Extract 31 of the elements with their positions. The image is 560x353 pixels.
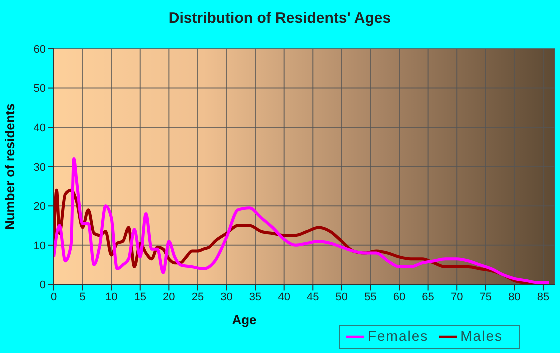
line-series <box>54 157 551 284</box>
legend-label: Females <box>368 328 429 344</box>
x-tick-label: 60 <box>393 292 406 304</box>
x-tick-label: 0 <box>50 292 58 304</box>
x-tick-label: 20 <box>163 292 176 304</box>
x-tick-label: 25 <box>192 292 204 304</box>
chart-title: Distribution of Residents' Ages <box>168 10 392 27</box>
y-tick-label: 50 <box>34 83 46 96</box>
y-tick-label: 20 <box>34 201 46 214</box>
x-tick-label: 75 <box>480 292 492 304</box>
x-tick-label: 85 <box>537 292 550 304</box>
legend-label: Males <box>460 328 503 344</box>
y-tick-label: 60 <box>34 44 46 56</box>
x-tick-label: 40 <box>278 292 290 304</box>
x-tick-label: 35 <box>249 292 262 304</box>
x-tick-label: 55 <box>364 292 377 304</box>
y-tick-label: 40 <box>34 122 46 134</box>
y-tick-label: 30 <box>34 162 46 174</box>
y-tick-label: 0 <box>40 280 46 292</box>
x-tick-label: 50 <box>336 292 348 304</box>
x-tick-label: 80 <box>508 292 521 304</box>
x-tick-label: 15 <box>134 292 147 304</box>
x-tick-label: 70 <box>450 292 464 304</box>
x-tick-label: 5 <box>80 292 86 304</box>
x-tick-label: 65 <box>422 292 434 304</box>
y-axis-title: Number of residents <box>2 104 18 230</box>
x-axis-title: Age <box>232 312 257 328</box>
x-tick-label: 10 <box>105 292 118 304</box>
x-tick-label: 30 <box>220 292 233 304</box>
y-tick-label: 10 <box>34 240 46 252</box>
x-tick-label: 45 <box>307 292 320 304</box>
